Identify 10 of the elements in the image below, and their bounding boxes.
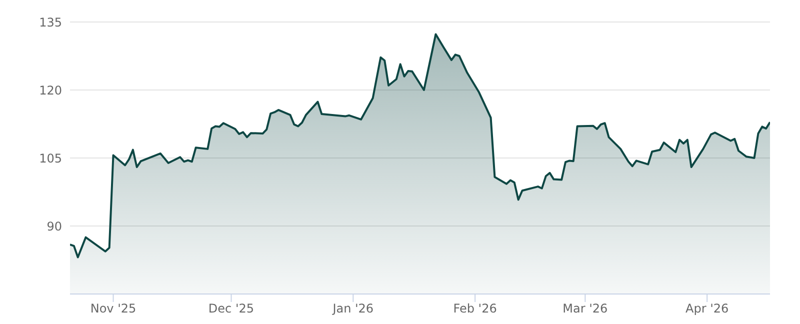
x-tick-label: Dec '25 bbox=[208, 302, 254, 316]
y-tick-label: 90 bbox=[46, 219, 62, 234]
x-tick-label: Feb '26 bbox=[453, 302, 497, 316]
y-tick-label: 135 bbox=[39, 15, 62, 30]
y-tick-label: 120 bbox=[39, 83, 62, 98]
x-tick-label: Mar '26 bbox=[562, 302, 608, 316]
x-tick-label: Apr '26 bbox=[686, 302, 729, 316]
y-tick-label: 105 bbox=[39, 151, 62, 166]
x-tick-label: Nov '25 bbox=[90, 302, 136, 316]
x-tick-label: Jan '26 bbox=[332, 302, 374, 316]
